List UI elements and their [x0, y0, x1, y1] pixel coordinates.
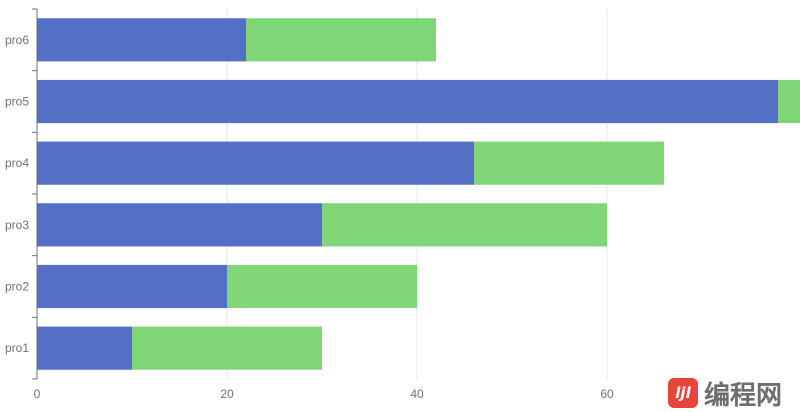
tick-labels: 0 20 40 60 pro1 pro2 pro3 pro4 pro5 pro6 [5, 33, 614, 401]
bar-pro5-series-1[interactable] [37, 79, 778, 124]
bar-pro1-series-1[interactable] [37, 326, 132, 370]
axes [32, 8, 38, 380]
y-tick-label-pro3: pro3 [5, 218, 29, 232]
watermark: ljl 编程网 [668, 376, 783, 411]
bar-pro3-series-1[interactable] [37, 203, 322, 247]
y-tick-label-pro2: pro2 [5, 280, 29, 294]
bar-pro4-series-1[interactable] [37, 141, 474, 185]
bar-pro6-series-1[interactable] [37, 18, 246, 62]
x-tick-label-40: 40 [410, 387, 424, 401]
x-tick-label-60: 60 [600, 387, 614, 401]
bar-pro4-series-2[interactable] [474, 141, 664, 185]
y-tick-label-pro5: pro5 [5, 95, 29, 109]
watermark-logo-text: ljl [675, 384, 691, 402]
x-tick-label-20: 20 [220, 387, 234, 401]
x-tick-label-0: 0 [34, 387, 41, 401]
y-tick-label-pro1: pro1 [5, 341, 29, 355]
bar-pro5-series-2[interactable] [778, 79, 800, 124]
watermark-text: 编程网 [704, 380, 783, 411]
bar-pro2-series-1[interactable] [37, 264, 227, 309]
y-tick-label-pro4: pro4 [5, 156, 29, 170]
bar-pro3-series-2[interactable] [322, 203, 607, 247]
watermark-logo-icon: ljl [668, 378, 698, 408]
bars [37, 18, 800, 370]
bar-pro2-series-2[interactable] [227, 264, 417, 309]
bar-pro6-series-2[interactable] [246, 18, 436, 62]
y-tick-label-pro6: pro6 [5, 33, 29, 47]
bar-pro1-series-2[interactable] [132, 326, 322, 370]
grid-lines [226, 9, 608, 379]
